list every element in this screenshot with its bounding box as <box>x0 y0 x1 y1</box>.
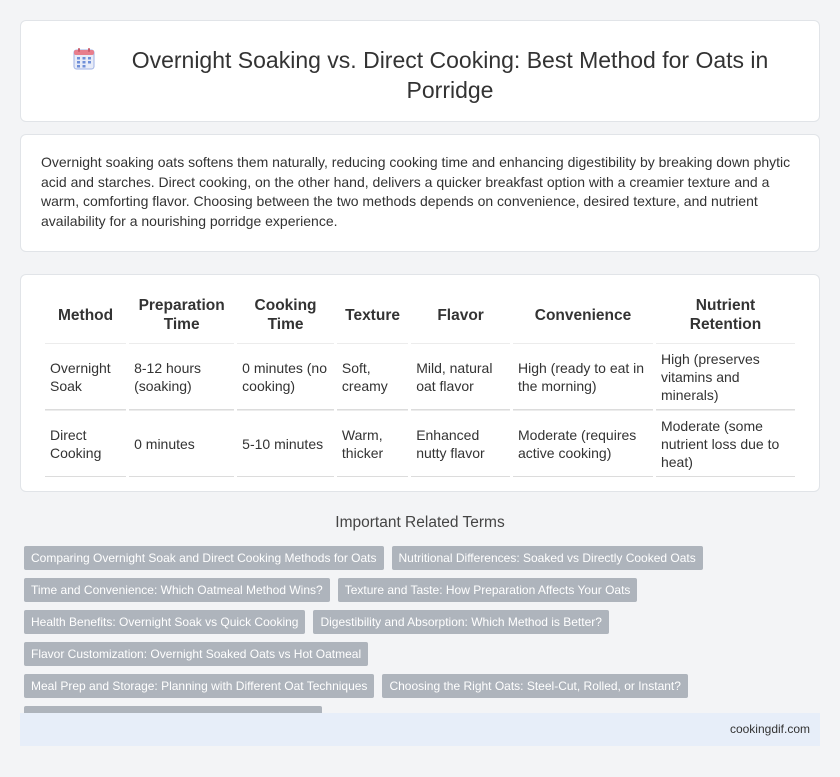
table-row: Direct Cooking 0 minutes 5-10 minutes Wa… <box>45 410 795 477</box>
related-term-link[interactable]: Choosing the Right Oats: Steel-Cut, Roll… <box>382 674 688 698</box>
table-cell-cooking-time: 0 minutes (no cooking) <box>237 343 334 410</box>
table-header-row: Method Preparation Time Cooking Time Tex… <box>45 287 795 343</box>
comparison-table: Method Preparation Time Cooking Time Tex… <box>42 287 798 477</box>
footer: cookingdif.com <box>20 713 820 746</box>
column-header-cooking-time: Cooking Time <box>254 297 317 333</box>
calendar-icon <box>73 48 95 70</box>
footer-site-name[interactable]: cookingdif.com <box>729 722 810 736</box>
table-cell-method: Direct Cooking <box>45 410 127 477</box>
page-title: Overnight Soaking vs. Direct Cooking: Be… <box>131 47 769 103</box>
table-cell-flavor: Mild, natural oat flavor <box>411 343 510 410</box>
table-cell-nutrient-retention: Moderate (some nutrient loss due to heat… <box>655 410 795 477</box>
table-cell-convenience: High (ready to eat in the morning) <box>513 343 653 410</box>
table-cell-cooking-time: 5-10 minutes <box>237 410 334 477</box>
table-row: Overnight Soak 8-12 hours (soaking) 0 mi… <box>45 343 795 410</box>
related-terms-list: Comparing Overnight Soak and Direct Cook… <box>24 546 724 730</box>
intro-card: Overnight soaking oats softens them natu… <box>20 134 820 252</box>
header-card: Overnight Soaking vs. Direct Cooking: Be… <box>20 20 820 122</box>
table-cell-preparation-time: 0 minutes <box>129 410 235 477</box>
column-header-convenience: Convenience <box>534 306 632 324</box>
column-header-preparation-time: Preparation Time <box>138 297 225 333</box>
related-term-link[interactable]: Meal Prep and Storage: Planning with Dif… <box>24 674 375 698</box>
column-header-nutrient-retention: Nutrient Retention <box>689 297 762 333</box>
related-term-link[interactable]: Comparing Overnight Soak and Direct Cook… <box>24 546 384 570</box>
comparison-table-card: Method Preparation Time Cooking Time Tex… <box>20 274 820 492</box>
table-cell-method: Overnight Soak <box>45 343 127 410</box>
column-header-method: Method <box>58 306 114 324</box>
table-cell-convenience: Moderate (requires active cooking) <box>513 410 653 477</box>
related-term-link[interactable]: Digestibility and Absorption: Which Meth… <box>313 610 609 634</box>
related-term-link[interactable]: Nutritional Differences: Soaked vs Direc… <box>391 546 703 570</box>
related-term-link[interactable]: Flavor Customization: Overnight Soaked O… <box>24 642 369 666</box>
table-cell-preparation-time: 8-12 hours (soaking) <box>129 343 235 410</box>
column-header-texture: Texture <box>345 306 400 324</box>
table-cell-texture: Warm, thicker <box>336 410 409 477</box>
related-term-link[interactable]: Time and Convenience: Which Oatmeal Meth… <box>24 578 330 602</box>
table-cell-nutrient-retention: High (preserves vitamins and minerals) <box>655 343 795 410</box>
table-cell-texture: Soft, creamy <box>336 343 409 410</box>
table-cell-flavor: Enhanced nutty flavor <box>411 410 510 477</box>
intro-paragraph: Overnight soaking oats softens them natu… <box>41 154 791 229</box>
related-term-link[interactable]: Texture and Taste: How Preparation Affec… <box>337 578 638 602</box>
column-header-flavor: Flavor <box>437 306 484 324</box>
related-term-link[interactable]: Health Benefits: Overnight Soak vs Quick… <box>24 610 306 634</box>
related-terms-heading: Important Related Terms <box>335 514 505 531</box>
